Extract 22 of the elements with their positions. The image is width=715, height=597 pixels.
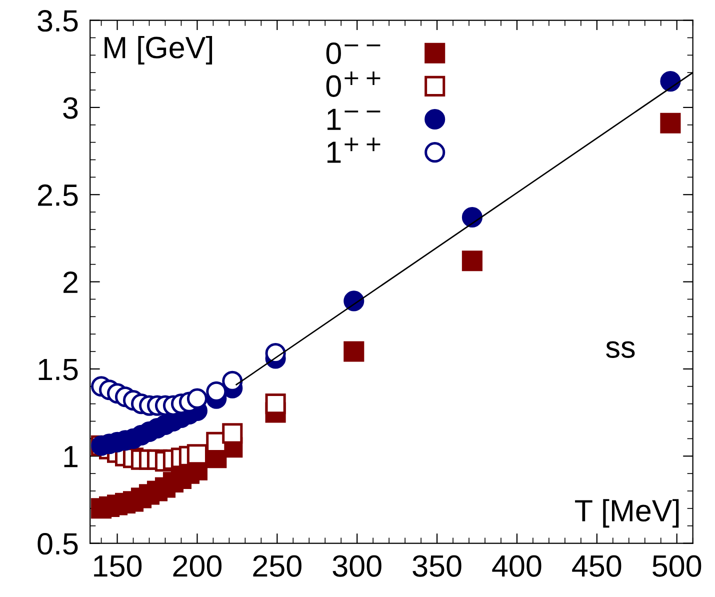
y-axis-title: M [GeV]	[104, 36, 212, 64]
y-tick-label: 3	[63, 97, 78, 119]
legend-label: 1$^{++}$	[327, 138, 380, 163]
x-tick-label: 450	[572, 555, 622, 577]
y-tick-label: 2.5	[38, 184, 78, 206]
legend-label: 1$^{−−}$	[327, 108, 380, 130]
y-tick-label: 3.5	[38, 10, 78, 32]
y-tick-label: 2	[64, 272, 78, 293]
x-tick-label: 150	[94, 555, 142, 577]
y-tick-label: 1.5	[38, 358, 78, 380]
x-tick-label: 400	[492, 555, 542, 577]
x-axis-title: T [MeV]	[575, 499, 679, 528]
x-tick-label: 350	[412, 555, 462, 577]
x-tick-label: 200	[173, 555, 222, 577]
x-tick-label: 300	[332, 555, 382, 577]
y-tick-label: 0.5	[38, 533, 78, 555]
x-tick-label: 500	[652, 555, 702, 577]
annotation: ss	[606, 341, 635, 358]
legend-label: 0$^{−−}$	[326, 42, 380, 64]
y-tick-label: 1	[64, 446, 78, 468]
legend-label: 0$^{++}$	[326, 72, 380, 97]
x-tick-label: 250	[253, 555, 302, 577]
